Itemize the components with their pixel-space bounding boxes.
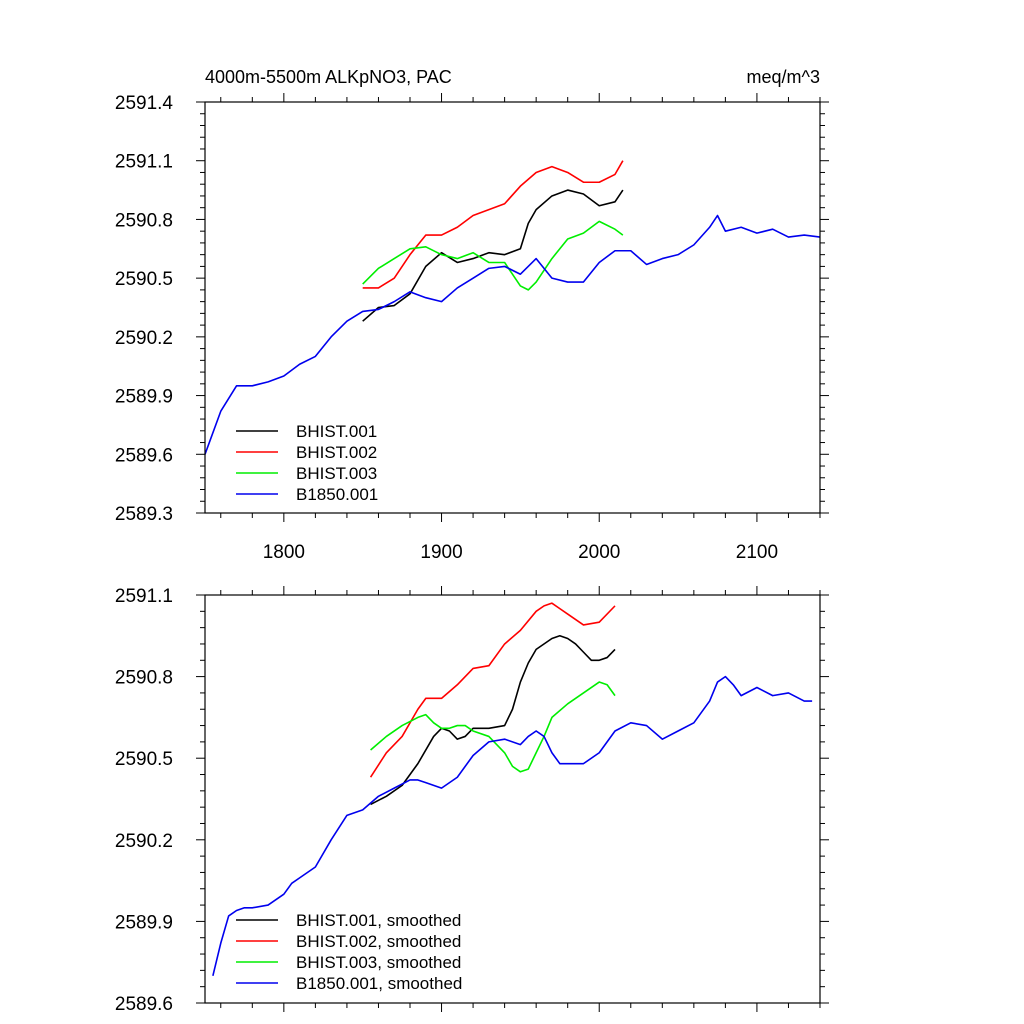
x-tick-label: 1900 — [420, 542, 462, 563]
series-line-b1850-001 — [204, 214, 821, 455]
y-tick-label: 2590.8 — [115, 210, 173, 231]
series-line-bhist-001 — [362, 189, 624, 322]
chart-title: 4000m-5500m ALKpNO3, PAC — [205, 67, 452, 87]
x-tick-label: 2100 — [736, 542, 778, 563]
y-tick-label: 2590.2 — [115, 328, 173, 349]
x-tick-label: 1800 — [263, 542, 305, 563]
y-tick-label: 2590.5 — [115, 749, 173, 770]
y-tick-label: 2589.9 — [115, 387, 173, 408]
legend-label: BHIST.001, smoothed — [296, 911, 461, 930]
y-tick-label: 2589.3 — [115, 504, 173, 525]
legend-label: B1850.001, smoothed — [296, 974, 462, 993]
series-line-b1850-001-smoothed — [212, 675, 813, 976]
legend-label: BHIST.003 — [296, 464, 377, 483]
legend-label: BHIST.003, smoothed — [296, 953, 461, 972]
series-line-bhist-003-smoothed — [370, 681, 616, 773]
top-chart-panel: 2589.3 2589.6 2589.9 2590.2 2590.5 2590.8 2591… — [115, 67, 829, 563]
plot-frame — [204, 101, 821, 514]
plot-frame — [204, 594, 821, 1004]
y-tick-label: 2590.2 — [115, 831, 173, 852]
series-line-bhist-002 — [362, 160, 624, 289]
y-tick-label: 2591.1 — [115, 586, 173, 607]
bottom-chart-panel: 2589.6 2589.9 2590.2 2590.5 2590.8 2591.1 BHIS… — [115, 586, 829, 1015]
legend-label: BHIST.002 — [296, 443, 377, 462]
x-tick-label: 2000 — [578, 542, 620, 563]
series-line-bhist-002-smoothed — [369, 602, 616, 778]
legend-label: BHIST.001 — [296, 422, 377, 441]
y-tick-label: 2589.9 — [115, 912, 173, 933]
series-line-bhist-001-smoothed — [370, 635, 616, 806]
y-tick-label: 2590.8 — [115, 668, 173, 689]
y-tick-label: 2591.1 — [115, 152, 173, 173]
y-tick-label: 2591.4 — [115, 93, 174, 114]
y-tick-label: 2590.5 — [115, 269, 173, 290]
chart-units: meq/m^3 — [747, 67, 820, 87]
legend-label: BHIST.002, smoothed — [296, 932, 461, 951]
legend-label: B1850.001 — [296, 485, 378, 504]
series-line-bhist-003 — [362, 220, 624, 291]
y-tick-label: 2589.6 — [115, 445, 173, 466]
y-tick-label: 2589.6 — [115, 994, 173, 1015]
